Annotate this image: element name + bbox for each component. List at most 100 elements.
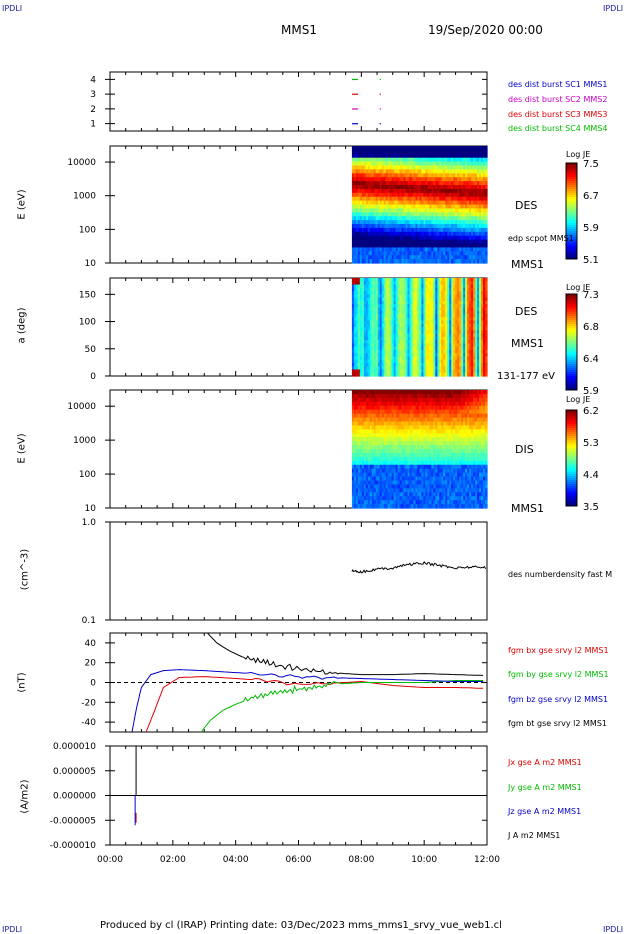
dis-energy-colorbar-frame xyxy=(565,409,578,507)
burst-marker xyxy=(352,123,359,125)
corner-logo-bottom-left: IPDLI xyxy=(2,925,23,934)
burst-marker xyxy=(379,93,381,95)
current-ytick-label: -0.000010 xyxy=(50,841,96,851)
burst-legend-sc4: des dist burst SC4 MMS4 xyxy=(508,124,608,133)
burst-ytick-label: 2 xyxy=(90,105,96,115)
burst-marker xyxy=(379,108,381,110)
des-energy-label: DES xyxy=(515,199,538,212)
des-pitch-ytick-label: 150 xyxy=(79,290,96,300)
des-pitch-energy-range: 131-177 eV xyxy=(497,371,555,382)
current-legend-jx: Jx gse A m2 MMS1 xyxy=(508,758,582,767)
des-pitch-ytick-label: 100 xyxy=(79,318,96,328)
des-pitch-colorbar xyxy=(566,294,577,391)
density-line xyxy=(351,561,487,574)
des-pitch-colorbar-tick: 6.8 xyxy=(583,322,599,333)
dis-energy-colorbar-tick: 3.5 xyxy=(583,502,599,513)
dis-energy-ytick-label: 1000 xyxy=(73,436,96,446)
spacecraft-title: MMS1 xyxy=(281,23,317,37)
current-ytick-label: 0.000005 xyxy=(53,767,96,777)
burst-marker xyxy=(352,93,359,95)
x-tick-label: 08:00 xyxy=(348,855,374,865)
dis_energy-spectrogram xyxy=(351,390,488,509)
burst-ytick-label: 1 xyxy=(90,120,96,130)
corner-logo-top-left: IPDLI xyxy=(2,4,23,13)
burst-marker xyxy=(379,123,381,125)
current-ytick-label: 0.000010 xyxy=(53,742,96,752)
bfield-legend-by: fgm by gse srvy l2 MMS1 xyxy=(508,670,609,679)
bfield-line xyxy=(145,676,484,733)
bfield-ytick-label: 40 xyxy=(85,639,97,649)
burst-legend-sc2: des dist burst SC2 MMS2 xyxy=(508,95,608,104)
burst-ytick-label: 4 xyxy=(90,75,96,85)
burst-legend-sc1: des dist burst SC1 MMS1 xyxy=(508,80,608,89)
des-pitch-colorbar-title: Log JE xyxy=(566,283,591,292)
des-pitch-ylabel: a (deg) xyxy=(16,307,28,344)
burst-marker xyxy=(379,78,381,81)
des-energy-mms-label: MMS1 xyxy=(511,258,544,271)
dis-energy-ytick-label: 10 xyxy=(85,504,97,514)
des-pitch-mms-label: MMS1 xyxy=(511,337,544,350)
des-energy-ytick-label: 1000 xyxy=(73,192,96,202)
density-ylabel: (cm^-3) xyxy=(19,548,31,591)
density-frame xyxy=(109,521,488,621)
dis-energy-colorbar-tick: 6.2 xyxy=(583,406,599,417)
burst-marker xyxy=(352,78,359,81)
burst-ytick-label: 3 xyxy=(90,90,96,100)
x-tick-label: 02:00 xyxy=(160,855,186,865)
dis-energy-ytick-label: 100 xyxy=(79,470,96,480)
des-energy-colorbar xyxy=(566,163,577,260)
density-ytick-label: 1.0 xyxy=(82,518,97,528)
dis-energy-colorbar-title: Log JE xyxy=(566,395,591,404)
des-pitch-colorbar-tick: 7.3 xyxy=(583,290,599,301)
x-tick-label: 10:00 xyxy=(411,855,437,865)
des-pitch-label: DES xyxy=(515,305,538,318)
dis-energy-ylabel: E (eV) xyxy=(16,433,28,464)
bfield-line xyxy=(207,632,484,676)
bfield-ytick-label: 20 xyxy=(85,659,97,669)
current-ytick-label: 0.000000 xyxy=(53,792,96,802)
footer-credit: Produced by cl (IRAP) Printing date: 03/… xyxy=(100,920,502,931)
des_energy-spectrogram xyxy=(351,146,488,264)
current-legend-jy: Jy gse A m2 MMS1 xyxy=(508,783,582,792)
des-energy-colorbar-tick: 5.1 xyxy=(583,255,599,266)
corner-logo-top-right: IPDLI xyxy=(603,4,624,13)
burst-legend-sc3: des dist burst SC3 MMS3 xyxy=(508,110,608,119)
bfield-ytick-label: -20 xyxy=(81,698,96,708)
des-pitch-ytick-label: 0 xyxy=(90,372,96,382)
density-series-label: des numberdensity fast M xyxy=(508,570,613,579)
bfield-ylabel: (nT) xyxy=(16,672,28,693)
des-energy-ytick-label: 10 xyxy=(85,259,97,269)
dis-energy-colorbar-tick: 5.3 xyxy=(583,438,599,449)
bfield-legend-bz: fgm bz gse srvy l2 MMS1 xyxy=(508,695,609,704)
current-legend-jz: Jz gse A m2 MMS1 xyxy=(508,807,582,816)
des-energy-colorbar-tick: 6.7 xyxy=(583,191,599,202)
dis-energy-label: DIS xyxy=(515,443,534,456)
des-pitch-colorbar-frame xyxy=(565,293,578,391)
corner-logo-bottom-right: IPDLI xyxy=(603,925,624,934)
des-pitch-colorbar-tick: 5.9 xyxy=(583,386,599,397)
des-scpot-label: edp scpot MMS1 xyxy=(508,234,574,243)
dis-energy-ytick-label: 10000 xyxy=(67,402,96,412)
burst-frame xyxy=(109,71,488,132)
x-tick-label: 12:00 xyxy=(474,855,500,865)
des-energy-colorbar-tick: 5.9 xyxy=(583,223,599,234)
bfield-line xyxy=(200,680,484,733)
current-legend-j: J A m2 MMS1 xyxy=(508,831,561,840)
des-pitch-colorbar-tick: 6.4 xyxy=(583,354,599,365)
des-energy-colorbar-tick: 7.5 xyxy=(583,159,599,170)
density-ytick-label: 0.1 xyxy=(82,616,96,626)
date-title: 19/Sep/2020 00:00 xyxy=(428,23,543,37)
x-tick-label: 04:00 xyxy=(223,855,249,865)
bfield-ytick-label: 0 xyxy=(90,679,96,689)
current-ytick-label: -0.000005 xyxy=(50,816,96,826)
dis-energy-colorbar-tick: 4.4 xyxy=(583,470,599,481)
dis-energy-colorbar xyxy=(566,410,577,507)
current-ylabel: (A/m2) xyxy=(19,779,31,814)
x-tick-label: 00:00 xyxy=(97,855,123,865)
des-energy-colorbar-title: Log JE xyxy=(566,150,591,159)
des_pitch-spectrogram xyxy=(351,278,488,377)
bfield-legend-bx: fgm bx gse srvy l2 MMS1 xyxy=(508,646,609,655)
des-energy-ylabel: E (eV) xyxy=(16,189,28,220)
